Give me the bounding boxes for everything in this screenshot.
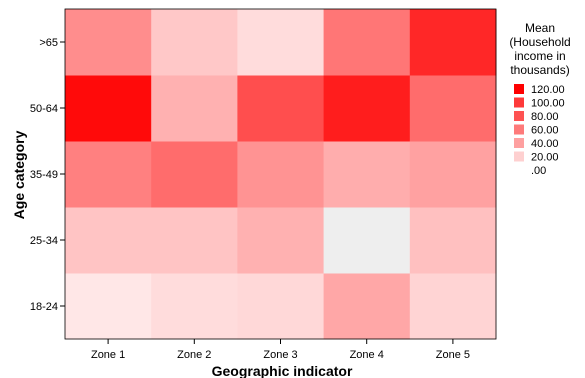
x-tick-label: Zone 4 — [350, 349, 384, 361]
legend-label: 100.00 — [531, 98, 565, 110]
legend-label: .00 — [531, 165, 546, 177]
heatmap-cell — [65, 141, 152, 208]
y-tick-label: 18-24 — [30, 301, 58, 313]
heatmap-cell — [237, 9, 325, 76]
heatmap-cell — [409, 207, 497, 274]
heatmap-cell — [323, 75, 411, 142]
y-tick-label: 35-49 — [30, 169, 58, 181]
x-tick-label: Zone 3 — [263, 349, 297, 361]
x-axis-title: Geographic indicator — [212, 363, 353, 378]
heatmap-cell — [323, 207, 411, 274]
legend-swatch — [514, 111, 524, 121]
heatmap-cell — [65, 75, 152, 142]
heatmap-cell — [65, 273, 152, 340]
x-tick-label: Zone 2 — [177, 349, 211, 361]
heatmap-cell — [237, 75, 325, 142]
y-tick-label: >65 — [39, 37, 58, 49]
y-tick-label: 25-34 — [30, 235, 58, 247]
heatmap-cell — [151, 75, 238, 142]
legend-title-line-1: Mean — [525, 21, 555, 35]
heatmap-cell — [151, 207, 238, 274]
x-tick-label: Zone 1 — [91, 349, 125, 361]
legend-title-line-3: income in — [514, 49, 565, 63]
legend-label: 120.00 — [531, 84, 565, 96]
heatmap-cells — [64, 8, 497, 340]
heatmap-cell — [323, 9, 411, 76]
heatmap-cell — [237, 141, 325, 208]
legend-label: 40.00 — [531, 138, 559, 150]
x-tick-label: Zone 5 — [436, 349, 470, 361]
heatmap-cell — [151, 141, 238, 208]
legend-label: 80.00 — [531, 111, 559, 123]
y-tick-label: 50-64 — [30, 103, 58, 115]
heatmap-cell — [323, 273, 411, 340]
legend-swatch — [514, 151, 524, 162]
heatmap-cell — [151, 273, 238, 340]
x-axis-ticks: Zone 1 Zone 2 Zone 3 Zone 4 Zone 5 — [91, 339, 470, 361]
legend-title-line-4: thousands) — [510, 63, 569, 77]
heatmap-cell — [323, 141, 411, 208]
y-axis-title: Age category — [11, 130, 27, 219]
legend-swatch — [514, 138, 524, 148]
legend-swatch — [514, 124, 524, 135]
heatmap-cell — [65, 9, 152, 76]
heatmap-cell — [65, 207, 152, 274]
legend-swatch — [514, 97, 524, 108]
heatmap-cell — [409, 9, 497, 76]
legend-label: 20.00 — [531, 152, 559, 164]
legend-title-line-2: (Household — [509, 35, 570, 49]
heatmap-cell — [151, 9, 238, 76]
heatmap-cell — [237, 273, 325, 340]
heatmap-cell — [409, 273, 497, 340]
color-legend: Mean (Household income in thousands) 120… — [509, 21, 570, 177]
heatmap-cell — [409, 75, 497, 142]
heatmap-cell — [409, 141, 497, 208]
legend-label: 60.00 — [531, 125, 559, 137]
legend-swatch — [514, 84, 524, 94]
y-axis-ticks: 18-24 25-34 35-49 50-64 >65 — [30, 37, 65, 313]
heatmap-cell — [237, 207, 325, 274]
